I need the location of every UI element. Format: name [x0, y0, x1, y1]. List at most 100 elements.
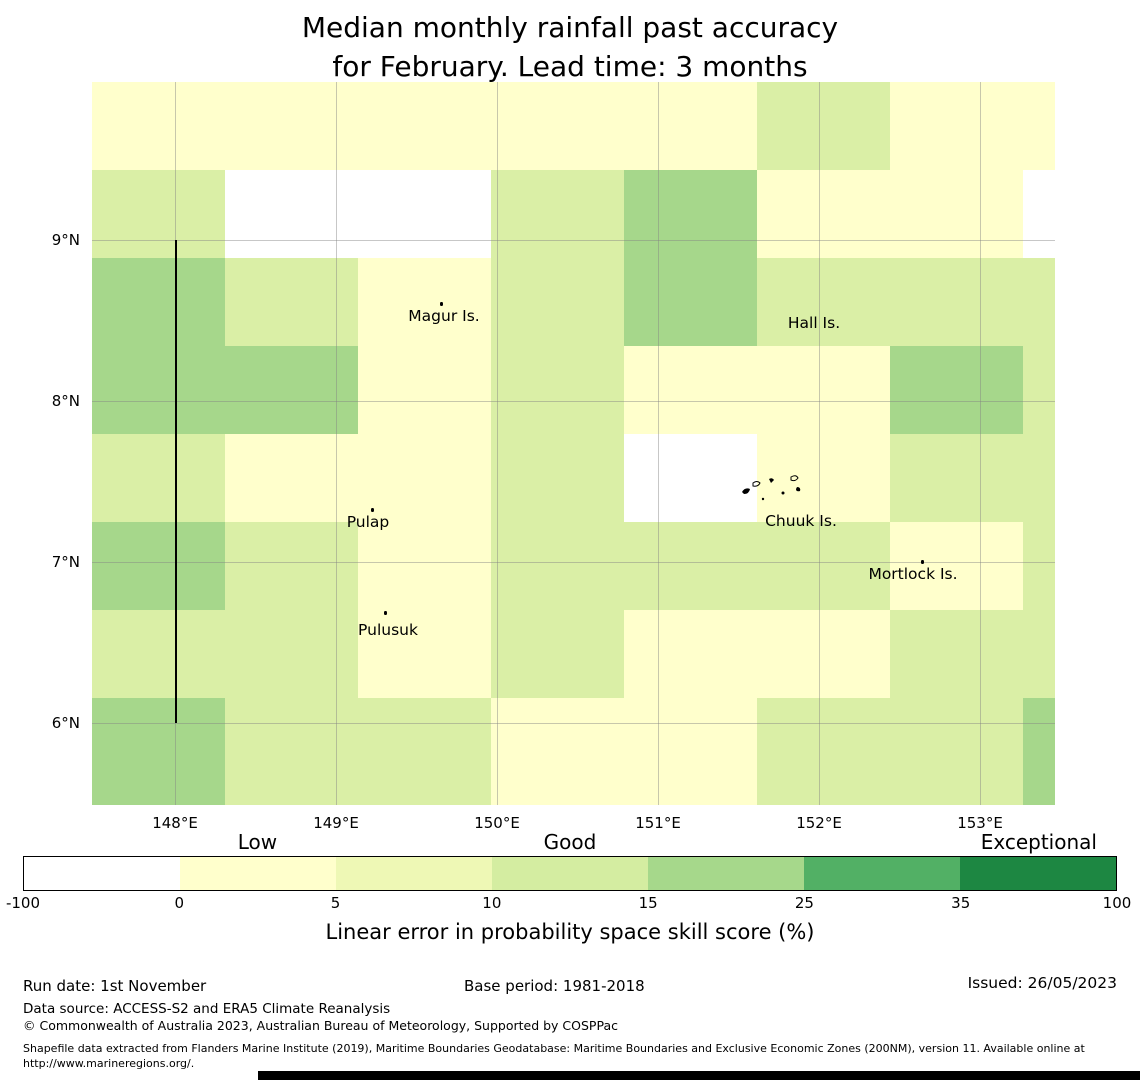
gridline-vertical	[658, 82, 659, 805]
gridline-horizontal	[92, 240, 1055, 241]
chuuk-islands-outline-icon	[742, 475, 801, 501]
colorbar-segment	[492, 857, 648, 890]
y-tick-label: 8°N	[51, 392, 80, 410]
heatmap-cell	[491, 698, 624, 805]
colorbar	[23, 856, 1117, 891]
heatmap-cell	[624, 170, 757, 258]
heatmap-cell	[1023, 346, 1055, 434]
heatmap-cell	[757, 82, 890, 170]
heatmap-cell	[491, 170, 624, 258]
heatmap-cell	[757, 170, 890, 258]
colorbar-tick-label: 5	[330, 894, 341, 912]
island-marker	[440, 302, 443, 306]
y-tick-label: 6°N	[51, 714, 80, 732]
heatmap-cell	[890, 522, 1023, 610]
heatmap-cell	[358, 610, 491, 698]
heatmap-cell	[92, 346, 225, 434]
heatmap-cell	[1023, 170, 1055, 258]
heatmap-cell	[757, 346, 890, 434]
gridline-horizontal	[92, 562, 1055, 563]
heatmap-cell	[225, 610, 358, 698]
heatmap-cell	[92, 698, 225, 805]
heatmap-cell	[890, 258, 1023, 346]
gridline-vertical	[819, 82, 820, 805]
heatmap-cell	[757, 698, 890, 805]
chart-title-line1: Median monthly rainfall past accuracy	[301, 11, 839, 44]
x-tick-label: 152°E	[796, 814, 842, 832]
island-marker	[384, 611, 387, 615]
colorbar-tick-label: 15	[638, 894, 658, 912]
heatmap-cell	[358, 170, 491, 258]
heatmap-cell	[757, 434, 890, 522]
heatmap-cell	[225, 170, 358, 258]
colorbar-segment	[180, 857, 336, 890]
gridline-vertical	[497, 82, 498, 805]
heatmap-cell	[624, 522, 757, 610]
heatmap-cell	[92, 170, 225, 258]
footer-copyright: © Commonwealth of Australia 2023, Austra…	[23, 1018, 618, 1033]
x-tick-label: 150°E	[474, 814, 520, 832]
heatmap-cell	[358, 346, 491, 434]
heatmap-cell	[358, 698, 491, 805]
heatmap-cell	[491, 346, 624, 434]
island-label: Pulusuk	[358, 621, 418, 639]
heatmap-cell	[624, 610, 757, 698]
island-label: Chuuk Is.	[765, 512, 837, 530]
heatmap-cell	[491, 522, 624, 610]
colorbar-category-label: Exceptional	[980, 830, 1097, 854]
heatmap-cell	[92, 610, 225, 698]
heatmap-cell	[1023, 82, 1055, 170]
island-label: Hall Is.	[787, 314, 841, 332]
colorbar-tick-label: -100	[5, 894, 41, 912]
heatmap-cell	[1023, 434, 1055, 522]
footer-bottom-bar	[258, 1071, 1140, 1080]
heatmap-cell	[225, 698, 358, 805]
heatmap-cell	[890, 346, 1023, 434]
gridline-horizontal	[92, 723, 1055, 724]
heatmap-cell	[491, 610, 624, 698]
heatmap-cell	[92, 82, 225, 170]
heatmap-cell	[491, 82, 624, 170]
heatmap-cell	[624, 698, 757, 805]
heatmap-cell	[225, 434, 358, 522]
heatmap-cell	[1023, 698, 1055, 805]
heatmap-cell	[624, 346, 757, 434]
heatmap-cell	[491, 434, 624, 522]
heatmap-cell	[358, 82, 491, 170]
heatmap-cell	[92, 258, 225, 346]
colorbar-tick-label: 100	[1102, 894, 1132, 912]
island-marker	[371, 508, 374, 512]
colorbar-segment	[804, 857, 960, 890]
footer-issued-date: Issued: 26/05/2023	[967, 974, 1117, 992]
footer-data-source: Data source: ACCESS-S2 and ERA5 Climate …	[23, 1001, 391, 1017]
colorbar-caption: Linear error in probability space skill …	[325, 920, 815, 944]
heatmap-cell	[225, 82, 358, 170]
island-label: Magur Is.	[408, 307, 480, 325]
chart-title-line2: for February. Lead time: 3 months	[332, 50, 808, 83]
colorbar-tick-label: 35	[951, 894, 971, 912]
colorbar-segment	[960, 857, 1116, 890]
footer-shapefile-note: Shapefile data extracted from Flanders M…	[23, 1042, 1085, 1070]
heatmap-cell	[92, 434, 225, 522]
heatmap-cell	[890, 434, 1023, 522]
x-tick-label: 151°E	[635, 814, 681, 832]
heatmap-cell	[624, 258, 757, 346]
heatmap-cell	[358, 522, 491, 610]
heatmap-cell	[890, 82, 1023, 170]
chart-title: Median monthly rainfall past accuracy fo…	[0, 8, 1140, 86]
heatmap-cell	[358, 434, 491, 522]
x-tick-label: 148°E	[152, 814, 198, 832]
heatmap-cell	[358, 258, 491, 346]
colorbar-segment	[648, 857, 804, 890]
heatmap-cell	[757, 522, 890, 610]
heatmap-cell	[890, 170, 1023, 258]
heatmap-cell	[757, 258, 890, 346]
heatmap-cell	[225, 258, 358, 346]
heatmap-cell	[757, 610, 890, 698]
x-tick-label: 153°E	[957, 814, 1003, 832]
colorbar-segment	[336, 857, 492, 890]
heatmap-cell	[890, 698, 1023, 805]
heatmap-cell	[225, 346, 358, 434]
x-tick-label: 149°E	[313, 814, 359, 832]
